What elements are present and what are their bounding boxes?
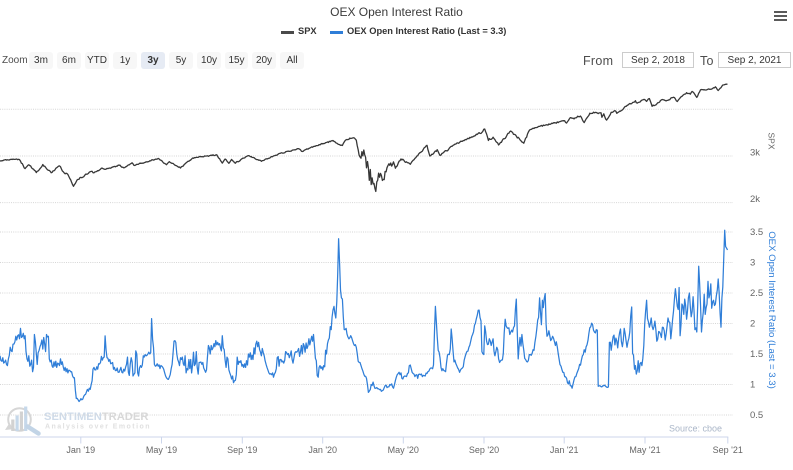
svg-text:OEX Open Interest Ratio (Last: OEX Open Interest Ratio (Last = 3.3) <box>766 231 777 389</box>
svg-text:Jan '20: Jan '20 <box>308 445 337 455</box>
svg-text:2k: 2k <box>750 194 760 205</box>
svg-text:1: 1 <box>750 380 755 391</box>
svg-text:SPX: SPX <box>766 132 776 149</box>
svg-text:May '20: May '20 <box>388 445 419 455</box>
svg-text:Jan '21: Jan '21 <box>550 445 579 455</box>
svg-text:2.5: 2.5 <box>750 288 763 299</box>
svg-text:2: 2 <box>750 319 755 330</box>
svg-text:0.5: 0.5 <box>750 410 763 421</box>
svg-text:Source: cboe: Source: cboe <box>669 424 722 434</box>
svg-text:1.5: 1.5 <box>750 349 763 360</box>
svg-text:May '21: May '21 <box>629 445 660 455</box>
svg-text:Analysis over Emotion: Analysis over Emotion <box>45 424 151 431</box>
svg-text:Sep '21: Sep '21 <box>713 445 743 455</box>
svg-text:Sep '19: Sep '19 <box>227 445 257 455</box>
svg-text:SENTIMENTRADER: SENTIMENTRADER <box>44 411 148 423</box>
svg-text:Sep '20: Sep '20 <box>469 445 499 455</box>
svg-text:3k: 3k <box>750 148 760 159</box>
svg-text:Jan '19: Jan '19 <box>66 445 95 455</box>
svg-text:May '19: May '19 <box>146 445 177 455</box>
svg-text:3: 3 <box>750 258 755 269</box>
svg-text:3.5: 3.5 <box>750 227 763 238</box>
